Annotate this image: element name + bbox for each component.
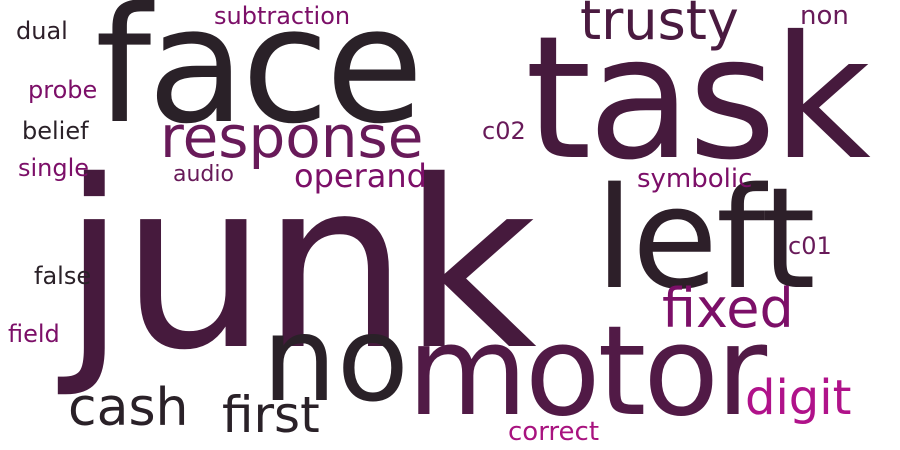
word-symbolic: symbolic	[637, 164, 753, 194]
word-operand: operand	[294, 157, 427, 195]
word-trusty: trusty	[580, 0, 739, 52]
word-field: field	[8, 320, 60, 348]
word-cash: cash	[68, 378, 189, 438]
word-first: first	[222, 386, 320, 444]
word-c01: c01	[788, 232, 832, 260]
word-correct: correct	[508, 417, 600, 447]
word-fixed: fixed	[662, 277, 794, 340]
word-junk: junk	[62, 131, 537, 401]
word-left: left	[595, 158, 816, 321]
word-single: single	[18, 154, 90, 182]
word-audio: audio	[173, 162, 234, 187]
word-belief: belief	[22, 117, 89, 145]
word-face: face	[95, 0, 424, 159]
word-response: response	[160, 103, 424, 171]
word-non: non	[800, 1, 849, 31]
word-probe: probe	[28, 76, 98, 104]
word-false: false	[34, 262, 92, 290]
word-motor: motor	[407, 300, 767, 444]
word-c02: c02	[482, 117, 526, 145]
word-task: task	[525, 0, 871, 198]
word-dual: dual	[16, 17, 68, 45]
word-no: no	[262, 290, 409, 428]
word-digit: digit	[745, 370, 852, 426]
word-subtraction: subtraction	[214, 2, 351, 30]
